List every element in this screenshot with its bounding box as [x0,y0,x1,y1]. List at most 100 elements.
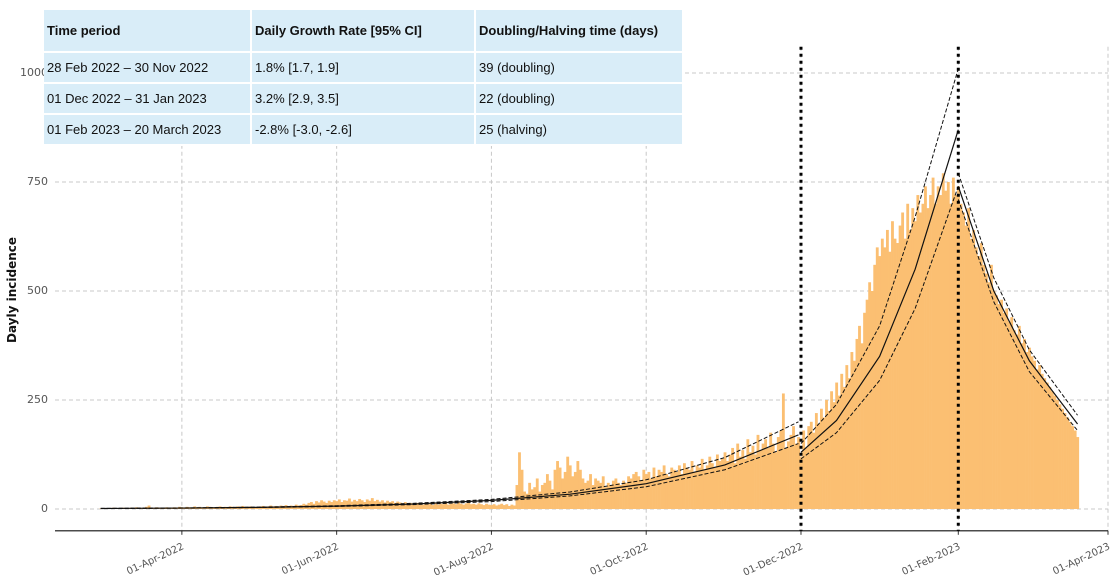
bar [1053,395,1057,509]
bar [718,461,722,509]
bar [949,203,953,509]
bar [472,503,476,509]
bar [500,503,504,509]
bar [348,498,351,509]
bar [1002,312,1006,509]
bar [662,465,666,509]
bar [632,474,636,509]
bar [685,467,689,509]
bar [921,203,925,509]
bar [147,505,151,509]
bar [1050,391,1054,509]
bar [637,476,641,509]
bar [393,502,397,509]
bar [535,478,539,509]
bar [571,476,575,509]
bar [1005,308,1009,509]
bar [929,195,932,509]
bar [485,503,488,509]
bar [913,221,917,509]
bar [436,504,440,509]
bar [606,482,610,509]
bar [510,504,514,509]
bar [1007,321,1011,509]
bar [411,503,415,509]
bar [434,503,438,509]
bar [797,437,801,509]
bar [287,506,291,509]
bar [997,304,1001,509]
bar [771,443,775,509]
bar [807,426,811,509]
bar [477,503,481,509]
bar [1055,399,1059,509]
bar [452,503,455,509]
bar [672,469,676,509]
bar [416,502,420,509]
bar [911,208,915,509]
bar [1010,317,1014,509]
bar [764,439,768,509]
bar [525,493,529,509]
bar [852,360,856,509]
bar [842,386,846,509]
bar [840,373,844,509]
bar [850,352,854,509]
bar [741,450,745,509]
bar [967,208,971,509]
bar [401,503,405,509]
bar [863,312,866,509]
bar [954,195,958,509]
bar [464,503,468,509]
bar [421,504,425,509]
bar [419,503,422,509]
bar [441,504,445,509]
bar [457,502,461,509]
cell: 01 Dec 2022 – 31 Jan 2023 [44,83,252,115]
bar [617,482,620,509]
bar [586,480,590,509]
bar [307,502,311,509]
bar [1068,421,1072,509]
bar [677,465,681,509]
bar [335,501,339,509]
bar [817,423,821,509]
bar [690,461,694,509]
bar [987,282,991,509]
bar [835,382,839,509]
bar [748,452,752,509]
bar [939,195,943,509]
bar [756,434,760,509]
bar [827,410,831,509]
bar [1028,347,1031,509]
bar [459,503,463,509]
x-tick-label: 01-Oct-2022 [588,541,650,578]
bar [601,476,605,509]
bar [665,474,669,509]
bar [556,461,559,509]
bar [553,469,557,509]
bar [723,452,727,509]
bar [414,504,417,509]
bar [337,499,341,509]
bar [959,203,963,509]
bar [820,408,823,509]
bar [984,273,988,509]
bar [561,478,565,509]
x-tick-label: 01-Dec-2022 [742,541,805,578]
bar [855,338,859,509]
bar [885,229,889,509]
bar [548,480,552,509]
bar [721,458,724,509]
bar [992,290,996,509]
bar [784,447,788,509]
bar [901,212,905,509]
bar [530,489,534,509]
bar [941,173,945,509]
bar [896,243,899,509]
bar [1030,356,1034,509]
bar [891,221,894,509]
bar [474,504,478,509]
bar [893,238,897,509]
bar [951,177,955,509]
